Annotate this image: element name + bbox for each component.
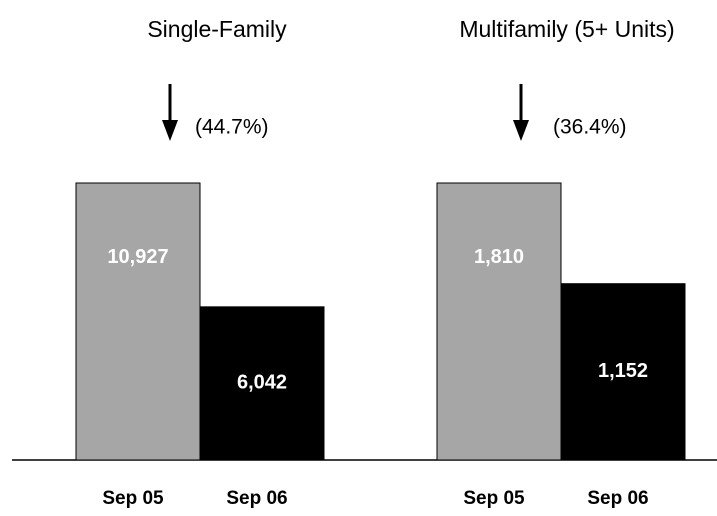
arrow-head [513,120,529,141]
bar [560,283,686,461]
bar [75,182,201,461]
x-tick-label: Sep 05 [102,488,164,509]
x-tick-label: Sep 05 [463,488,525,509]
chart-title: Multifamily (5+ Units) [459,16,674,42]
x-tick-label: Sep 06 [226,488,287,509]
value-label: 10,927 [107,246,168,268]
x-tick-label: Sep 06 [587,488,648,509]
bar [436,182,562,461]
value-label: 1,810 [474,246,524,268]
annotation: (44.7%) [195,116,269,139]
value-label: 1,152 [598,360,648,382]
chart-title: Single-Family [147,16,287,42]
value-label: 6,042 [237,372,287,394]
bar [199,306,325,461]
arrow-head [162,120,178,141]
annotation: (36.4%) [553,116,627,139]
